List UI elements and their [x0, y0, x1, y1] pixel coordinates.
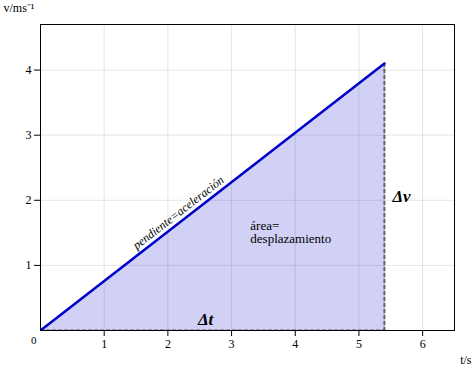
svg-text:v/ms⁻¹: v/ms⁻¹	[4, 1, 35, 15]
svg-text:2: 2	[26, 193, 32, 207]
svg-text:1: 1	[26, 258, 32, 272]
svg-text:desplazamiento: desplazamiento	[250, 231, 331, 246]
svg-text:Δt: Δt	[197, 310, 215, 329]
svg-text:Δv: Δv	[391, 187, 411, 206]
svg-text:5: 5	[356, 337, 362, 351]
svg-text:1: 1	[101, 337, 107, 351]
svg-text:t/s: t/s	[460, 353, 472, 366]
svg-text:pendiente=aceleración: pendiente=aceleración	[129, 173, 226, 253]
svg-text:3: 3	[229, 337, 235, 351]
svg-text:6: 6	[420, 337, 426, 351]
svg-text:área=: área=	[250, 217, 280, 233]
svg-text:4: 4	[26, 63, 32, 77]
svg-text:3: 3	[26, 128, 32, 142]
svg-text:2: 2	[165, 337, 171, 351]
svg-text:0: 0	[31, 334, 37, 346]
svg-text:4: 4	[292, 337, 298, 351]
